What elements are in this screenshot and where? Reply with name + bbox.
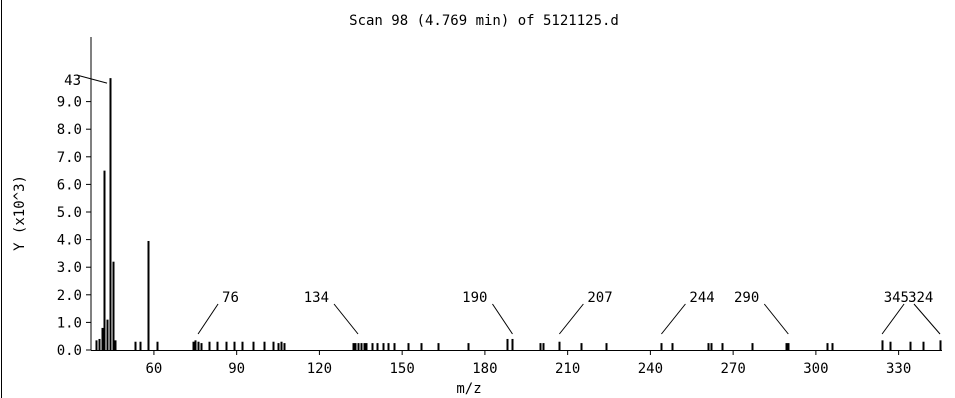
x-tick-label-4: 180	[472, 361, 497, 377]
annotation-line-190	[492, 303, 513, 335]
x-tick-label-5: 210	[555, 361, 580, 377]
annotation-line-134	[333, 303, 359, 335]
y-tick-label-4: 4.0	[57, 233, 82, 249]
x-axis: 60 90 120 150 180 210 240 270 300 330	[91, 350, 942, 377]
chart-title: Scan 98 (4.769 min) of 5121125.d	[349, 13, 619, 29]
x-tick-label-7: 270	[720, 361, 745, 377]
annotation-label-207: 207	[587, 290, 612, 306]
annotation-label-290: 290	[734, 290, 759, 306]
x-tick-label-3: 150	[390, 361, 415, 377]
annotation-label-345: 345	[884, 290, 909, 306]
x-tick-label-0: 60	[145, 361, 162, 377]
spectrum-peaks	[95, 78, 942, 350]
y-axis: 0.0 1.0 2.0 3.0 4.0 5.0 6.0 7.0 8.0 9.0	[57, 37, 92, 359]
annotation-label-324: 324	[908, 290, 933, 306]
annotation-label-190: 190	[462, 290, 487, 306]
annotation-label-76: 76	[222, 290, 239, 306]
y-tick-label-2: 2.0	[57, 288, 82, 304]
x-axis-label: m/z	[456, 381, 481, 397]
annotation-line-244	[661, 303, 686, 335]
annotation-label-134: 134	[304, 290, 329, 306]
x-tick-label-6: 240	[638, 361, 663, 377]
x-tick-label-1: 90	[228, 361, 245, 377]
annotation-line-324	[881, 303, 905, 335]
y-tick-label-9: 9.0	[57, 95, 82, 111]
y-tick-label-3: 3.0	[57, 260, 82, 276]
annotation-line-76	[197, 303, 219, 335]
annotation-line-207	[558, 303, 584, 335]
annotation-line-290	[763, 303, 789, 335]
annotation-line-345	[913, 303, 941, 335]
annotation-label-43: 43	[64, 73, 81, 89]
annotation-line-43	[76, 74, 108, 84]
x-tick-label-8: 300	[803, 361, 828, 377]
y-tick-label-5: 5.0	[57, 205, 82, 221]
y-tick-label-6: 6.0	[57, 177, 82, 193]
annotation-label-244: 244	[689, 290, 714, 306]
y-tick-label-7: 7.0	[57, 150, 82, 166]
y-axis-label: Y (x10^3)	[12, 175, 28, 251]
y-tick-label-1: 1.0	[57, 315, 82, 331]
x-tick-label-9: 330	[886, 361, 911, 377]
y-tick-label-0: 0.0	[57, 343, 82, 359]
y-tick-label-8: 8.0	[57, 122, 82, 138]
x-tick-label-2: 120	[307, 361, 332, 377]
